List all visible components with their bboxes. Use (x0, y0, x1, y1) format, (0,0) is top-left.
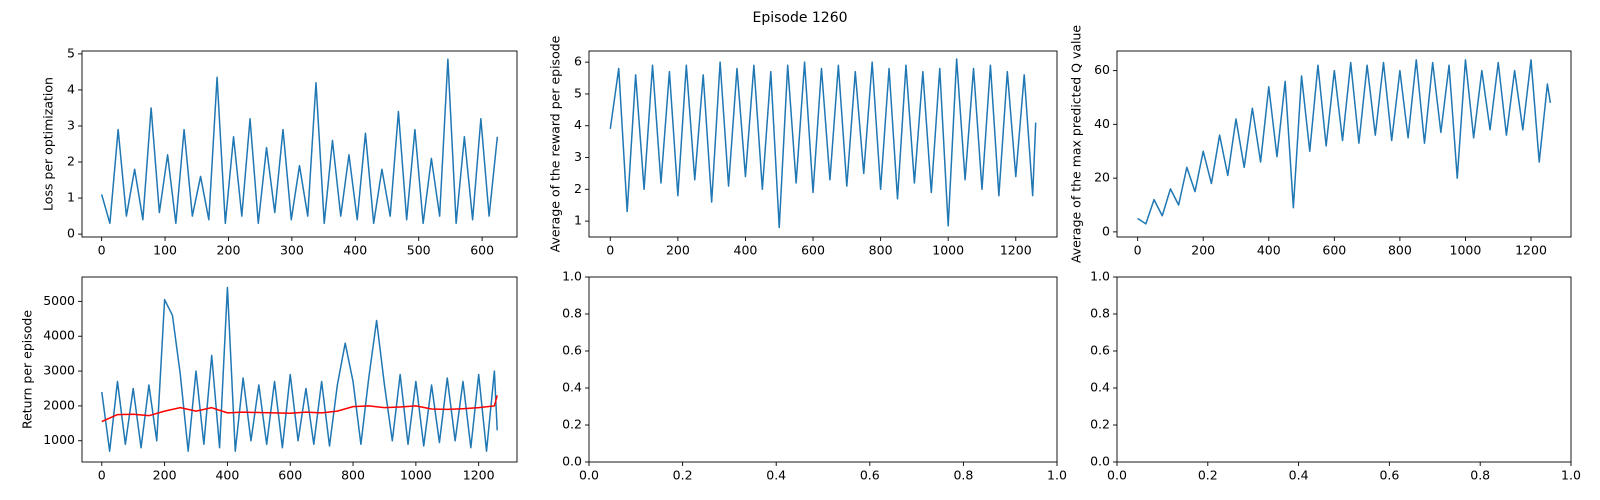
y-tick-label: 6 (574, 54, 582, 69)
x-tick-label: 1000 (1450, 243, 1482, 258)
x-tick-label: 1000 (932, 243, 964, 258)
x-tick-label: 400 (215, 468, 239, 483)
y-tick-label: 2000 (43, 397, 75, 412)
x-tick-label: 0 (98, 243, 106, 258)
y-tick-label: 0.8 (562, 306, 582, 321)
y-tick-label: 0.0 (562, 454, 582, 469)
y-tick-label: 1.0 (562, 269, 582, 284)
x-tick-label: 0.0 (579, 468, 599, 483)
x-tick-label: 600 (801, 243, 825, 258)
x-tick-label: 200 (153, 468, 177, 483)
x-tick-label: 300 (280, 243, 304, 258)
y-axis-label: Average of the reward per episode (548, 35, 563, 252)
subplot: 0 200 400 600 800 1000 1200 1 2 3 4 5 6 Average of th… (548, 35, 1058, 258)
y-tick-label: 1 (67, 190, 75, 205)
subplot: 0 100 200 300 400 500 600 0 1 2 3 4 5 Loss per optimi… (41, 45, 518, 258)
data-line (100, 58, 499, 225)
x-tick-label: 1.0 (1047, 468, 1067, 483)
x-tick-label: 1.0 (1561, 468, 1581, 483)
subplot: 0.0 0.2 0.4 0.6 0.8 1.0 0.0 0.2 0.4 0.6 0.8 1.0 (1090, 269, 1581, 483)
y-tick-label: 0.4 (562, 380, 582, 395)
x-tick-label: 1200 (1000, 243, 1032, 258)
y-tick-label: 0 (67, 226, 75, 241)
y-tick-label: 0.6 (562, 343, 582, 358)
y-tick-label: 0.4 (1090, 380, 1110, 395)
y-tick-label: 5 (574, 85, 582, 100)
y-tick-label: 0.8 (1090, 306, 1110, 321)
y-tick-label: 1.0 (1090, 269, 1110, 284)
x-tick-label: 0.4 (1289, 468, 1309, 483)
subplot: 0 200 400 600 800 1000 1200 0 20 40 60 Average of t… (1069, 25, 1572, 264)
x-tick-label: 200 (666, 243, 690, 258)
y-tick-label: 4 (574, 117, 582, 132)
x-tick-label: 800 (341, 468, 365, 483)
y-tick-label: 0.2 (1090, 417, 1110, 432)
x-tick-label: 400 (734, 243, 758, 258)
y-tick-label: 60 (1094, 62, 1110, 77)
y-tick-label: 4000 (43, 328, 75, 343)
x-tick-label: 400 (343, 243, 367, 258)
x-tick-label: 800 (1388, 243, 1412, 258)
data-line (101, 286, 498, 452)
x-tick-label: 400 (1257, 243, 1281, 258)
y-tick-label: 5000 (43, 293, 75, 308)
x-tick-label: 1000 (400, 468, 432, 483)
y-tick-label: 2 (574, 181, 582, 196)
data-line (609, 58, 1037, 229)
y-axis-label: Return per episode (20, 310, 35, 429)
x-tick-label: 200 (217, 243, 241, 258)
y-tick-label: 20 (1094, 170, 1110, 185)
y-tick-label: 2 (67, 154, 75, 169)
y-tick-label: 0.0 (1090, 454, 1110, 469)
x-tick-label: 0.6 (860, 468, 880, 483)
x-tick-label: 0 (1134, 243, 1142, 258)
axes-frame (588, 50, 1058, 238)
x-tick-label: 0.8 (1470, 468, 1490, 483)
x-tick-label: 1200 (1515, 243, 1547, 258)
axes-frame (81, 50, 518, 238)
y-tick-label: 1000 (43, 432, 75, 447)
data-line (1137, 59, 1552, 225)
x-tick-label: 0.0 (1107, 468, 1127, 483)
figure-title: Episode 1260 (752, 10, 847, 26)
x-tick-label: 600 (470, 243, 494, 258)
x-tick-label: 500 (407, 243, 431, 258)
y-tick-label: 3 (67, 117, 75, 132)
x-tick-label: 800 (869, 243, 893, 258)
data-line (101, 395, 498, 423)
y-tick-label: 3000 (43, 363, 75, 378)
subplot: 0 200 400 600 800 1000 1200 1000 2000 3000 4000 500… (20, 276, 518, 483)
y-tick-label: 5 (67, 45, 75, 60)
x-tick-label: 0.6 (1379, 468, 1399, 483)
subplot: 0.0 0.2 0.4 0.6 0.8 1.0 0.0 0.2 0.4 0.6 0.8 1.0 (562, 269, 1067, 483)
y-tick-label: 0.6 (1090, 343, 1110, 358)
y-axis-label: Average of the max predicted Q value (1069, 25, 1084, 264)
y-tick-label: 40 (1094, 116, 1110, 131)
y-tick-label: 4 (67, 81, 75, 96)
x-tick-label: 0.8 (953, 468, 973, 483)
x-tick-label: 1200 (463, 468, 495, 483)
x-tick-label: 200 (1191, 243, 1215, 258)
x-tick-label: 0 (606, 243, 614, 258)
y-tick-label: 0 (1102, 223, 1110, 238)
y-tick-label: 3 (574, 149, 582, 164)
x-tick-label: 600 (278, 468, 302, 483)
axes-frame (1116, 50, 1572, 238)
axes-frame (1116, 276, 1572, 463)
x-tick-label: 0.4 (766, 468, 786, 483)
axes-frame (588, 276, 1058, 463)
y-axis-label: Loss per optimization (41, 77, 56, 211)
axes-frame (81, 276, 518, 463)
x-tick-label: 600 (1322, 243, 1346, 258)
x-tick-label: 100 (153, 243, 177, 258)
y-tick-label: 0.2 (562, 417, 582, 432)
x-tick-label: 0.2 (1198, 468, 1218, 483)
y-tick-label: 1 (574, 213, 582, 228)
x-tick-label: 0 (98, 468, 106, 483)
x-tick-label: 0.2 (673, 468, 693, 483)
